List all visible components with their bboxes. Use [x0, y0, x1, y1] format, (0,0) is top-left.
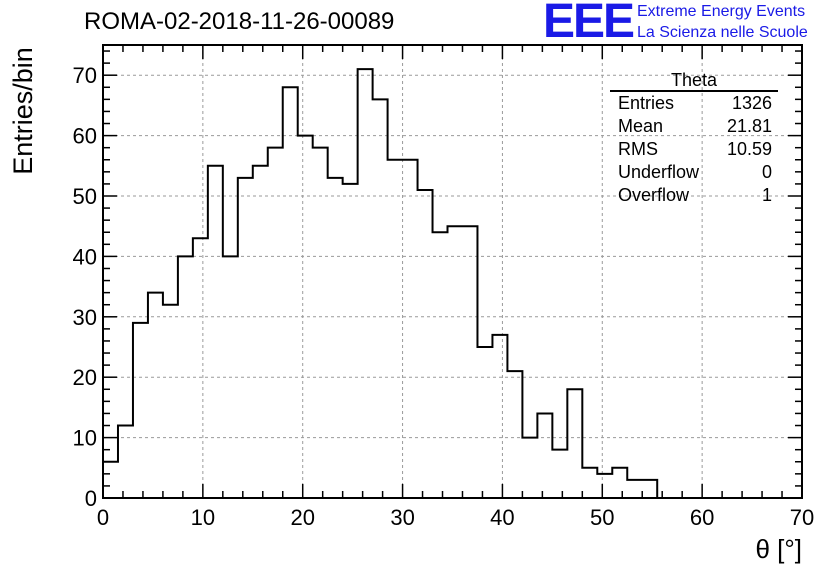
stats-value: 1326: [731, 93, 772, 113]
histogram-bin: [103, 462, 118, 498]
histogram-bin: [373, 99, 388, 498]
y-tick-label: 70: [73, 63, 97, 88]
histogram-bin: [313, 148, 328, 498]
stats-row-entries: Entries 1326: [610, 92, 778, 115]
histogram-bins: [103, 69, 657, 498]
histogram-bin: [133, 323, 148, 498]
x-axis-label: θ [°]: [755, 534, 802, 564]
histogram-bin: [433, 232, 448, 498]
y-axis-label: Entries/bin: [8, 47, 38, 175]
stats-label: Underflow: [618, 162, 700, 182]
stats-row-overflow: Overflow 1: [610, 184, 778, 207]
plot-frame: [102, 44, 803, 499]
histogram-bin: [552, 450, 567, 498]
x-tick-label: 70: [790, 505, 814, 530]
stats-value: 1: [761, 185, 772, 205]
x-tick-labels: 0 10 20 30 40 50 60 70: [97, 505, 814, 530]
stats-value: 10.59: [726, 139, 772, 159]
histogram-bin: [492, 335, 507, 498]
x-tick-label: 0: [97, 505, 109, 530]
chart-title: ROMA-02-2018-11-26-00089: [84, 8, 395, 35]
histogram-bin: [223, 256, 238, 498]
histogram-bin: [597, 474, 612, 498]
histogram-bin: [148, 293, 163, 498]
histogram-outline: [102, 68, 673, 499]
histogram-bin: [193, 238, 208, 498]
stats-label: Overflow: [618, 185, 690, 205]
stats-title: Theta: [610, 70, 778, 92]
axis-ticks: [102, 45, 803, 499]
y-tick-label: 30: [73, 305, 97, 330]
histogram-bin: [268, 148, 283, 498]
histogram-bin: [642, 480, 657, 498]
histogram-bin: [448, 226, 463, 498]
histogram-bin: [298, 136, 313, 498]
stats-value: 0: [761, 162, 772, 182]
histogram-bin: [208, 166, 223, 498]
eee-logo: EEE: [543, 0, 635, 48]
histogram-bin: [358, 69, 373, 498]
histogram-bin: [283, 87, 298, 498]
histogram-bin: [507, 371, 522, 498]
stats-row-mean: Mean 21.81: [610, 115, 778, 138]
stats-label: RMS: [618, 139, 658, 159]
histogram-bin: [403, 160, 418, 498]
y-tick-label: 20: [73, 365, 97, 390]
histogram-bin: [537, 413, 552, 498]
logo-caption-2: La Scienza nelle Scuole: [637, 24, 808, 41]
histogram-bin: [163, 305, 178, 498]
grid-lines: [103, 45, 802, 498]
histogram-bin: [178, 256, 193, 498]
histogram-bin: [418, 190, 433, 498]
histogram-bin: [388, 160, 403, 498]
stats-row-rms: RMS 10.59: [610, 138, 778, 161]
stats-box: Theta Entries 1326 Mean 21.81 RMS 10.59 …: [610, 70, 778, 207]
histogram-bin: [118, 426, 133, 498]
stats-row-underflow: Underflow 0: [610, 161, 778, 184]
histogram-bin: [238, 178, 253, 498]
histogram-bin: [343, 184, 358, 498]
y-tick-label: 60: [73, 124, 97, 149]
y-tick-label: 10: [73, 426, 97, 451]
x-tick-label: 60: [690, 505, 714, 530]
histogram-bin: [582, 468, 597, 498]
y-tick-label: 0: [85, 486, 97, 511]
x-tick-label: 50: [590, 505, 614, 530]
histogram-bin: [477, 347, 492, 498]
x-tick-label: 10: [191, 505, 215, 530]
histogram-bin: [328, 178, 343, 498]
histogram-bin: [627, 480, 642, 498]
x-tick-label: 40: [490, 505, 514, 530]
histogram-bin: [522, 438, 537, 498]
logo-caption-1: Extreme Energy Events: [637, 3, 806, 20]
stats-label: Mean: [618, 116, 664, 136]
x-tick-label: 30: [390, 505, 414, 530]
y-tick-label: 40: [73, 244, 97, 269]
stats-value: 21.81: [726, 116, 772, 136]
histogram-bin: [462, 226, 477, 498]
y-tick-label: 50: [73, 184, 97, 209]
x-tick-label: 20: [290, 505, 314, 530]
stats-label: Entries: [618, 93, 675, 113]
y-tick-labels: 0 10 20 30 40 50 60 70: [73, 63, 97, 511]
histogram-bin: [612, 468, 627, 498]
histogram-bin: [253, 166, 268, 498]
histogram-bin: [567, 389, 582, 498]
